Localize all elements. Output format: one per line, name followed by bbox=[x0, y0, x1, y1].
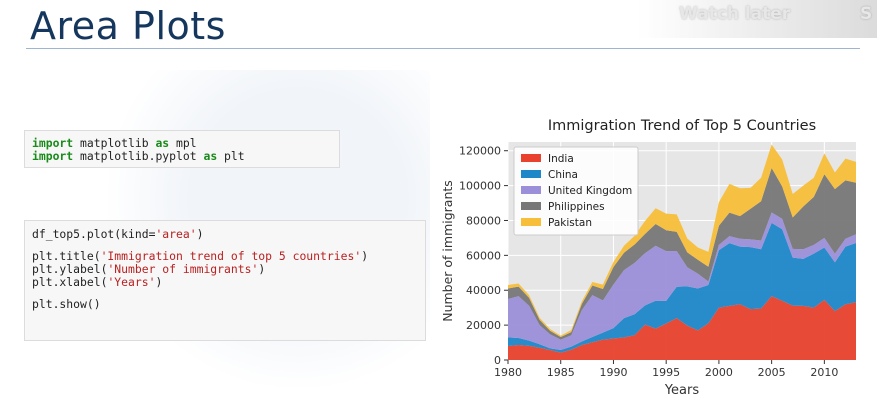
legend-swatch bbox=[521, 218, 541, 226]
legend-swatch bbox=[521, 186, 541, 194]
code-line: df_top5.plot(kind='area') bbox=[32, 228, 425, 241]
code-line: plt.xlabel('Years') bbox=[32, 276, 425, 289]
code-text: plt bbox=[217, 149, 245, 163]
video-overlay-bar bbox=[637, 0, 877, 38]
code-keyword: as bbox=[155, 136, 170, 150]
code-keyword: import bbox=[32, 136, 74, 150]
y-tick-label: 20000 bbox=[466, 319, 501, 332]
code-cell-imports[interactable]: import matplotlib as mpl import matplotl… bbox=[24, 130, 340, 168]
x-tick-label: 1995 bbox=[652, 366, 680, 379]
code-text: ) bbox=[155, 275, 163, 289]
x-axis-label: Years bbox=[664, 383, 700, 398]
x-tick-label: 2005 bbox=[758, 366, 786, 379]
y-tick-label: 40000 bbox=[466, 284, 501, 297]
code-string: 'Immigration trend of top 5 countries' bbox=[100, 249, 362, 263]
legend-box bbox=[513, 146, 639, 236]
code-string: 'Years' bbox=[107, 275, 156, 289]
y-tick-label: 100000 bbox=[459, 180, 501, 193]
code-line: plt.show() bbox=[32, 298, 425, 311]
code-text: matplotlib.pyplot bbox=[73, 149, 204, 163]
code-keyword: as bbox=[203, 149, 218, 163]
share-button[interactable]: S bbox=[860, 4, 873, 24]
legend-label: Pakistan bbox=[548, 217, 592, 229]
code-text: plt.ylabel( bbox=[32, 262, 108, 276]
y-tick-label: 60000 bbox=[466, 249, 501, 262]
code-text: plt.title( bbox=[32, 249, 101, 263]
y-axis-label: Number of immigrants bbox=[440, 180, 455, 322]
code-line: plt.title('Immigration trend of top 5 co… bbox=[32, 250, 425, 263]
watch-later-button[interactable]: Watch later bbox=[679, 4, 791, 24]
code-text: ) bbox=[258, 262, 266, 276]
x-tick-label: 2000 bbox=[705, 366, 733, 379]
code-text: ) bbox=[361, 249, 369, 263]
area-united-kingdom bbox=[508, 212, 856, 351]
code-text: plt.xlabel( bbox=[32, 275, 108, 289]
legend-swatch bbox=[521, 154, 541, 162]
area-china bbox=[508, 222, 856, 353]
code-text: ) bbox=[196, 227, 204, 241]
code-cell-plot[interactable]: df_top5.plot(kind='area') plt.title('Imm… bbox=[24, 220, 426, 341]
legend-swatch bbox=[521, 170, 541, 178]
legend-label: United Kingdom bbox=[548, 185, 632, 197]
code-string: 'area' bbox=[155, 227, 197, 241]
code-line: import matplotlib.pyplot as plt bbox=[32, 150, 339, 163]
code-string: 'Number of immigrants' bbox=[107, 262, 259, 276]
legend-label: India bbox=[548, 153, 574, 165]
code-text: mpl bbox=[169, 136, 197, 150]
area-chart: 0 20000 40000 60000 80000 100000 120000 1980 198… bbox=[440, 118, 856, 398]
x-tick-label: 1990 bbox=[599, 366, 627, 379]
code-text: plt.show() bbox=[32, 297, 101, 311]
y-tick-label: 80000 bbox=[466, 214, 501, 227]
legend-label: Philippines bbox=[548, 201, 605, 213]
x-tick-label: 1980 bbox=[494, 366, 522, 379]
area-philippines bbox=[508, 167, 856, 340]
x-tick-label: 2010 bbox=[810, 366, 838, 379]
legend-label: China bbox=[548, 169, 578, 181]
y-tick-label: 0 bbox=[494, 354, 501, 367]
code-text: matplotlib bbox=[73, 136, 156, 150]
legend-swatch bbox=[521, 202, 541, 210]
area-pakistan bbox=[508, 144, 856, 337]
title-divider bbox=[26, 48, 860, 49]
code-line: plt.ylabel('Number of immigrants') bbox=[32, 263, 425, 276]
code-text: df_top5.plot(kind= bbox=[32, 227, 156, 241]
y-tick-label: 120000 bbox=[459, 145, 501, 158]
code-line: import matplotlib as mpl bbox=[32, 137, 339, 150]
area-india bbox=[508, 296, 856, 360]
chart-title: Immigration Trend of Top 5 Countries bbox=[548, 118, 816, 134]
slide-title: Area Plots bbox=[30, 4, 226, 48]
code-keyword: import bbox=[32, 149, 74, 163]
x-tick-label: 1985 bbox=[547, 366, 575, 379]
